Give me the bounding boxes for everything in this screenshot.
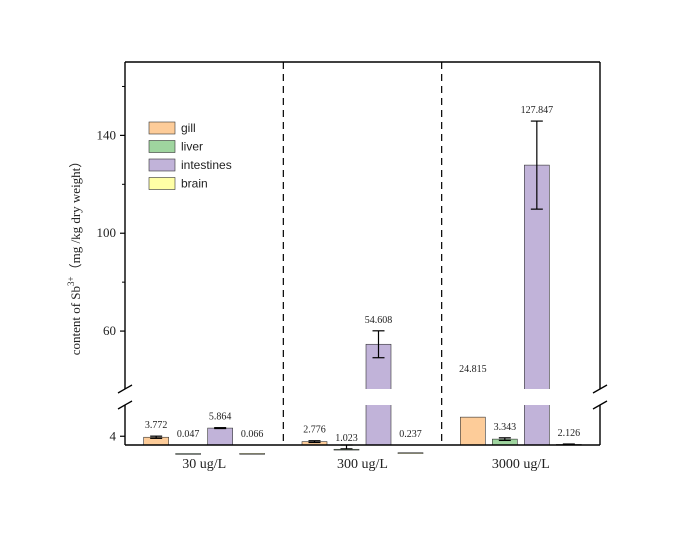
break-mark-bottom-0 (117, 400, 133, 410)
value-label-brain-0: 0.066 (241, 429, 264, 440)
value-label-liver-2: 3.343 (494, 422, 517, 433)
legend-label-gill: gill (181, 121, 196, 135)
axis-break-gaps (126, 389, 599, 405)
value-label-intestines-0: 5.864 (209, 412, 232, 423)
break-mark-bottom-1 (592, 400, 608, 410)
x-tick-label-0: 30 ug/L (182, 457, 226, 472)
axis-break-band (126, 389, 599, 405)
value-label-gill-0: 3.772 (145, 420, 168, 431)
y-tick-label-3: 140 (97, 127, 117, 142)
x-tick-label-1: 300 ug/L (337, 457, 388, 472)
value-label-brain-1: 0.237 (399, 429, 422, 440)
bar-liver-0 (175, 453, 201, 455)
legend: gill liver intestines brain (148, 121, 232, 191)
value-label-liver-0: 0.047 (177, 429, 200, 440)
value-label-liver-1: 1.023 (335, 433, 358, 444)
value-label-gill-2: 24.815 (459, 364, 487, 375)
bar-brain-0 (239, 453, 265, 455)
y-tick-label-1: 60 (103, 323, 116, 338)
bar-intestines-0 (207, 427, 233, 446)
break-mark-top-0 (117, 384, 133, 394)
value-labels-layer: 3.772 0.047 5.864 0.066 2.776 1.023 54.608 0.23… (145, 105, 580, 444)
value-label-brain-2: 2.126 (558, 428, 581, 439)
y-tick-label-2: 100 (97, 225, 117, 240)
legend-swatch-gill (148, 121, 176, 135)
plot-frame (117, 61, 608, 446)
value-label-intestines-1: 54.608 (365, 315, 393, 326)
value-label-intestines-2: 127.847 (521, 105, 554, 116)
value-label-gill-1: 2.776 (303, 425, 326, 436)
y-axis-label: content of Sb3+（mg /kg dry weight） (66, 155, 83, 356)
bar-gill-2 (460, 416, 486, 446)
y-tick-label-0: 4 (110, 428, 117, 443)
bar-brain-1 (397, 452, 424, 454)
legend-label-brain: brain (181, 177, 208, 191)
legend-swatch-brain (148, 177, 176, 190)
legend-swatch-intestines (148, 158, 176, 172)
axes-layer: 30 ug/L 300 ug/L 3000 ug/L 4 60 100 140 (97, 85, 550, 472)
break-mark-top-1 (592, 384, 608, 394)
legend-swatch-liver (148, 140, 176, 153)
legend-label-liver: liver (181, 140, 203, 154)
x-tick-label-2: 3000 ug/L (492, 457, 550, 472)
legend-label-intestines: intestines (181, 158, 232, 172)
